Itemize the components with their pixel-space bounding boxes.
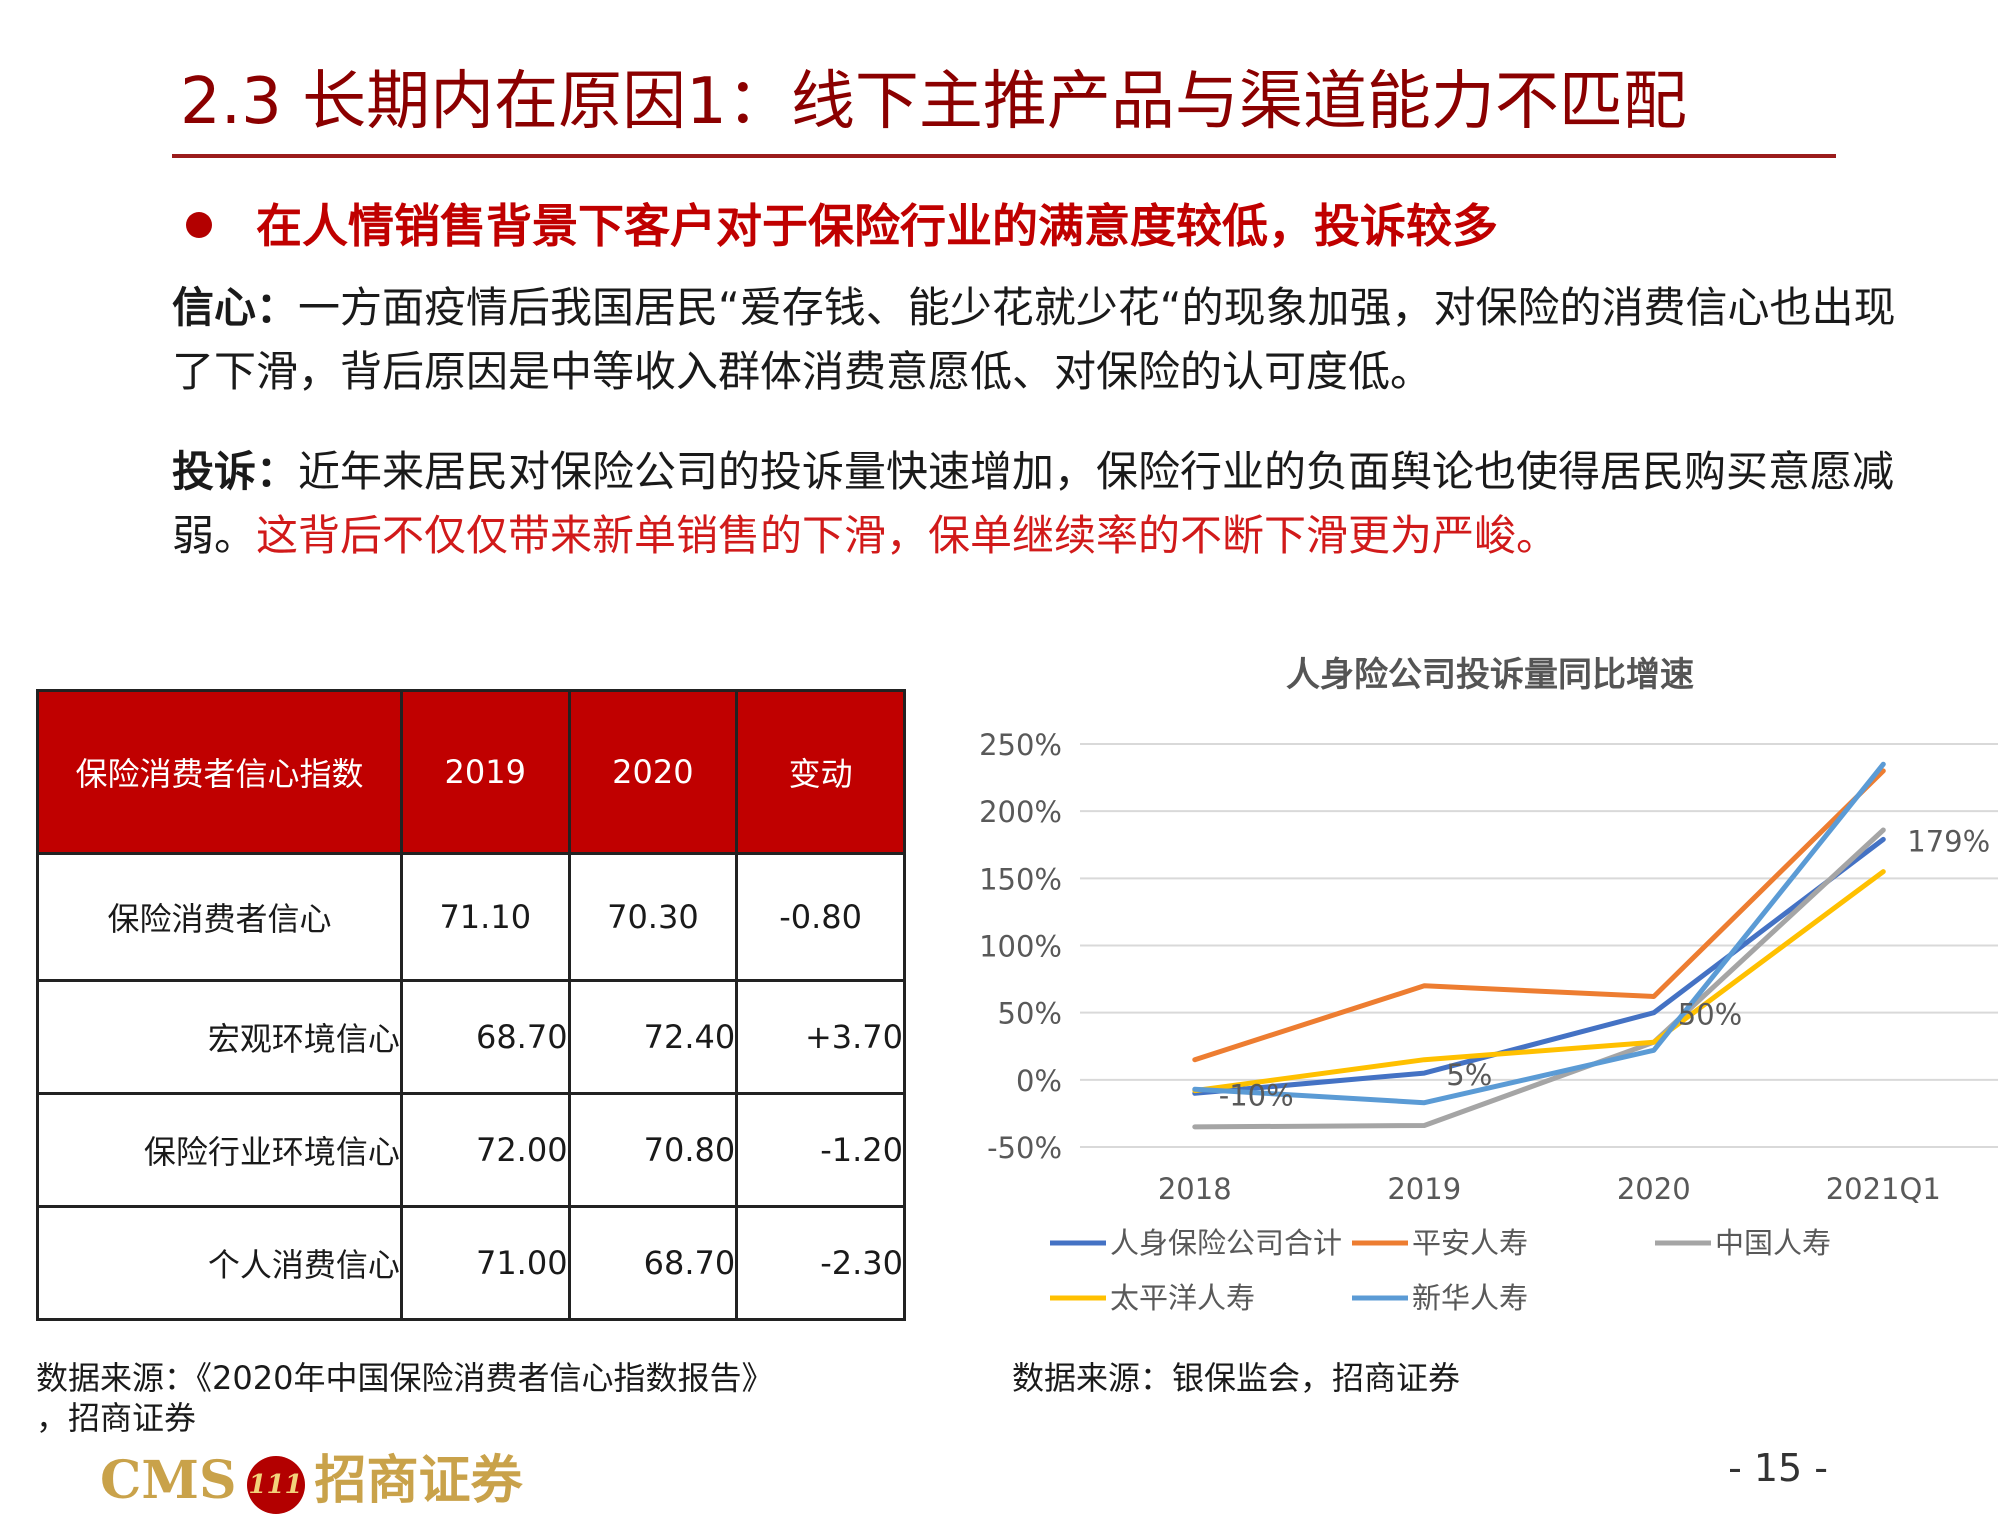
logo-mark-icon: 111 xyxy=(246,1455,305,1514)
legend-label: 人身保险公司合计 xyxy=(1110,1226,1342,1260)
table-row: 宏观环境信心 68.70 72.40 +3.70 xyxy=(36,979,906,1095)
series-line xyxy=(1192,768,1886,1063)
table-cell-change: +3.70 xyxy=(735,979,906,1095)
table-cell-change: -0.80 xyxy=(735,852,906,982)
logo-text: CMS xyxy=(100,1450,237,1511)
series-line xyxy=(1192,869,1886,1094)
table-cell-2020: 72.40 xyxy=(567,979,739,1095)
table-cell-2019: 71.10 xyxy=(399,852,571,982)
table-source-continued: ，招商证券 xyxy=(36,1399,197,1437)
table-cell-change: -1.20 xyxy=(735,1092,906,1208)
paragraph-text: 近年来居民对保险公司的投诉量快速增加，保险行业的负面舆论也使得居民购买意愿减弱。 xyxy=(172,447,1895,560)
paragraph-label: 信心： xyxy=(172,283,299,332)
table-cell-name: 宏观环境信心 xyxy=(36,979,403,1095)
series-line xyxy=(1192,827,1886,1130)
table-source: 数据来源：《2020年中国保险消费者信心指数报告》 xyxy=(36,1359,774,1397)
y-tick-label: 100% xyxy=(979,930,1062,964)
table-header: 保险消费者信心指数 xyxy=(36,689,403,855)
y-tick-label: 50% xyxy=(998,997,1062,1031)
table-header-row: 保险消费者信心指数 2019 2020 变动 xyxy=(36,689,906,855)
y-tick-label: 250% xyxy=(979,728,1062,762)
x-tick-label: 2020 xyxy=(1617,1172,1691,1206)
table-header: 2020 xyxy=(567,689,739,855)
chart-title: 人身险公司投诉量同比增速 xyxy=(1286,655,1694,695)
bullet-icon xyxy=(186,212,212,238)
y-tick-label: -50% xyxy=(987,1131,1062,1165)
data-label: 50% xyxy=(1678,998,1742,1032)
data-label: 179% xyxy=(1907,824,1990,858)
table-header: 2019 xyxy=(399,689,571,855)
table-cell-2019: 71.00 xyxy=(399,1205,571,1321)
y-tick-label: 200% xyxy=(979,795,1062,829)
series-line xyxy=(1192,836,1886,1096)
confidence-index-table: 保险消费者信心指数 2019 2020 变动 保险消费者信心 71.10 70.… xyxy=(36,689,906,1321)
table-cell-name: 保险行业环境信心 xyxy=(36,1092,403,1208)
paragraph-confidence: 信心：一方面疫情后我国居民“爱存钱、能少花就少花“的现象加强，对保险的消费信心也… xyxy=(172,276,1932,404)
page-title: 2.3 长期内在原因1：线下主推产品与渠道能力不匹配 xyxy=(180,65,1687,139)
legend-label: 新华人寿 xyxy=(1412,1281,1528,1315)
table-cell-2020: 70.80 xyxy=(567,1092,739,1208)
bullet-heading: 在人情销售背景下客户对于保险行业的满意度较低，投诉较多 xyxy=(256,199,1498,253)
paragraph-complaints: 投诉：近年来居民对保险公司的投诉量快速增加，保险行业的负面舆论也使得居民购买意愿… xyxy=(172,440,1932,568)
table-row: 个人消费信心 71.00 68.70 -2.30 xyxy=(36,1205,906,1321)
chart-source: 数据来源：银保监会，招商证券 xyxy=(1012,1359,1461,1397)
logo-cn-text: 招商证券 xyxy=(314,1450,523,1511)
table-cell-2019: 72.00 xyxy=(399,1092,571,1208)
complaint-growth-chart: 人身险公司投诉量同比增速 250% 200% 150% 100% 50% 0% -50% 201… xyxy=(979,655,1998,1315)
table-cell-2019: 68.70 xyxy=(399,979,571,1095)
x-tick-label: 2018 xyxy=(1158,1172,1232,1206)
legend-label: 平安人寿 xyxy=(1412,1226,1528,1260)
table-cell-change: -2.30 xyxy=(735,1205,906,1321)
table-cell-2020: 70.30 xyxy=(567,852,739,982)
paragraph-label: 投诉： xyxy=(172,447,299,496)
paragraph-highlight: 这背后不仅仅带来新单销售的下滑，保单继续率的不断下滑更为严峻。 xyxy=(256,511,1559,560)
x-tick-label: 2021Q1 xyxy=(1826,1172,1941,1206)
paragraph-text: 一方面疫情后我国居民“爱存钱、能少花就少花“的现象加强，对保险的消费信心也出现了… xyxy=(172,283,1896,396)
y-tick-label: 0% xyxy=(1016,1064,1062,1098)
legend-label: 中国人寿 xyxy=(1715,1226,1831,1260)
x-tick-label: 2019 xyxy=(1387,1172,1461,1206)
series-line xyxy=(1192,761,1886,1106)
data-label: -10% xyxy=(1219,1078,1294,1112)
table-row: 保险行业环境信心 72.00 70.80 -1.20 xyxy=(36,1092,906,1208)
table-cell-2020: 68.70 xyxy=(567,1205,739,1321)
table-row: 保险消费者信心 71.10 70.30 -0.80 xyxy=(36,852,906,982)
page-number: - 15 - xyxy=(1728,1446,1828,1490)
company-logo: CMS 111 招商证券 xyxy=(100,1438,523,1514)
legend-label: 太平洋人寿 xyxy=(1110,1281,1255,1315)
table-cell-name: 保险消费者信心 xyxy=(36,852,403,982)
table-cell-name: 个人消费信心 xyxy=(36,1205,403,1321)
table-header: 变动 xyxy=(735,689,906,855)
data-label: 5% xyxy=(1446,1058,1492,1092)
title-divider xyxy=(172,154,1836,158)
y-tick-label: 150% xyxy=(979,862,1062,896)
